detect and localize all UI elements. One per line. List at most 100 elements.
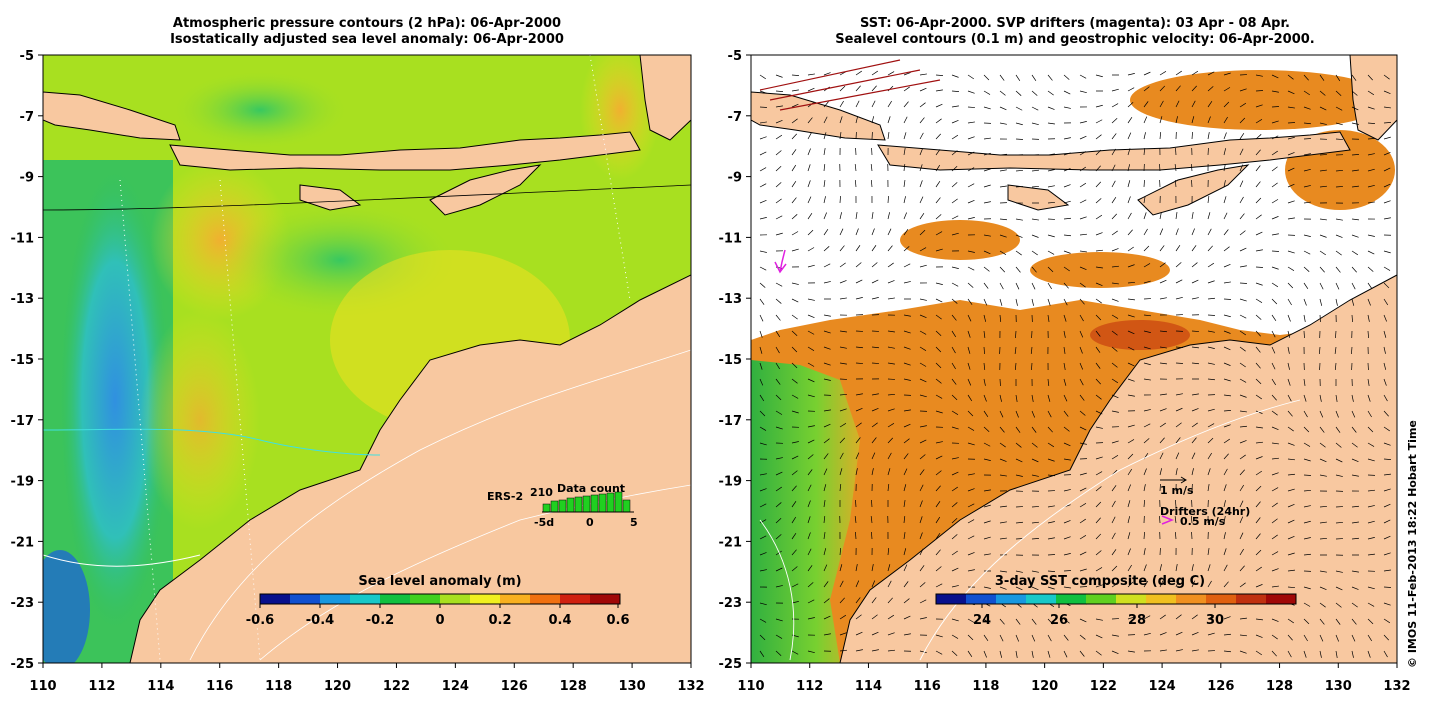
velocity-arrow [1335,570,1343,573]
velocity-arrow [1319,505,1328,508]
velocity-arrow [1335,218,1343,221]
velocity-arrow [1255,650,1263,656]
velocity-arrow [919,213,925,220]
velocity-arrow [1015,90,1022,96]
velocity-arrow [1271,634,1278,640]
australia-land [129,274,691,663]
velocity-arrow [1223,87,1231,92]
velocity-arrow [903,581,909,588]
velocity-arrow [1079,378,1084,386]
velocity-arrow [1095,426,1103,429]
velocity-arrow [919,500,923,508]
velocity-arrow [1159,330,1167,333]
velocity-arrow [935,501,941,508]
velocity-arrow [935,314,942,320]
velocity-arrow [823,263,831,268]
velocity-arrow [903,409,911,412]
velocity-arrow [1111,516,1116,524]
velocity-arrow [855,452,860,460]
colorbar-swatch [260,594,291,604]
velocity-arrow [1175,262,1182,268]
velocity-arrow [1143,531,1145,540]
velocity-arrow [775,517,782,524]
velocity-arrow [967,426,975,431]
velocity-arrow [919,425,927,428]
right-title-line2: Sealevel contours (0.1 m) and geostrophi… [835,32,1314,47]
velocity-arrow [1255,485,1262,492]
velocity-arrow [951,266,959,269]
velocity-arrow [1127,87,1135,92]
velocity-arrow [1303,520,1311,524]
velocity-arrow [791,650,799,655]
velocity-arrow [1223,633,1231,636]
velocity-arrow [919,132,924,140]
velocity-arrow [1367,298,1371,306]
velocity-arrow [1335,602,1342,608]
velocity-arrow [775,314,781,321]
velocity-arrow [1079,518,1086,524]
velocity-arrow [1383,394,1388,402]
velocity-arrow [839,100,844,108]
velocity-arrow [1047,586,1055,590]
velocity-arrow [1063,330,1066,338]
timor-island [429,164,542,216]
velocity-arrow [1063,74,1070,80]
velocity-arrow [855,422,862,428]
velocity-arrow [1303,458,1311,462]
velocity-arrow [1239,484,1245,492]
velocity-arrow [759,426,767,431]
velocity-arrow [983,298,988,306]
velocity-arrow [1175,346,1183,349]
velocity-arrow [1367,201,1375,204]
velocity-arrow [1383,151,1391,156]
velocity-arrow [1271,442,1279,445]
sla-green-north [170,70,350,150]
velocity-arrow [1223,516,1226,524]
velocity-arrow [1383,442,1391,446]
velocity-arrow [1159,452,1164,460]
lat-tick-label: -13 [11,292,35,307]
velocity-arrow [903,72,911,76]
velocity-arrow [1367,314,1370,322]
velocity-arrow [1191,262,1198,268]
lon-tick-label: 116 [914,679,941,694]
velocity-arrow [1383,330,1387,338]
velocity-arrow [935,485,941,492]
drifter-head [774,261,787,274]
velocity-arrow [1111,582,1119,588]
velocity-arrow [1223,532,1226,540]
velocity-arrow [1031,521,1039,524]
velocity-arrow [839,362,847,365]
velocity-arrow [1335,138,1344,140]
velocity-arrow [1127,500,1131,508]
velocity-arrow [1271,282,1279,288]
velocity-arrow [1239,88,1247,92]
velocity-arrow [1079,634,1086,640]
velocity-arrow [1287,442,1295,446]
velocity-arrow [791,103,799,108]
velocity-arrow [1111,265,1119,268]
velocity-arrow [903,633,911,636]
lat-tick-label: -11 [719,231,743,246]
velocity-arrow [951,486,958,492]
velocity-arrow [1335,410,1339,418]
velocity-arrow [1239,346,1246,352]
velocity-arrow [855,564,858,572]
velocity-arrow [951,90,960,92]
velocity-arrow [999,521,1007,524]
velocity-arrow [1079,618,1087,623]
lon-tick-label: 120 [1031,679,1058,694]
velocity-arrow [1367,442,1375,447]
velocity-arrow [1223,346,1231,351]
velocity-arrow [1239,617,1247,620]
velocity-arrow [807,394,815,398]
velocity-arrow [870,164,873,172]
velocity-arrow [791,330,798,337]
velocity-arrow [1175,100,1180,108]
velocity-arrow [1015,106,1023,111]
velocity-arrow [1047,442,1055,448]
velocity-arrow [1111,532,1116,540]
velocity-arrow [967,503,975,508]
velocity-arrow [1383,488,1391,492]
velocity-arrow [935,164,941,172]
